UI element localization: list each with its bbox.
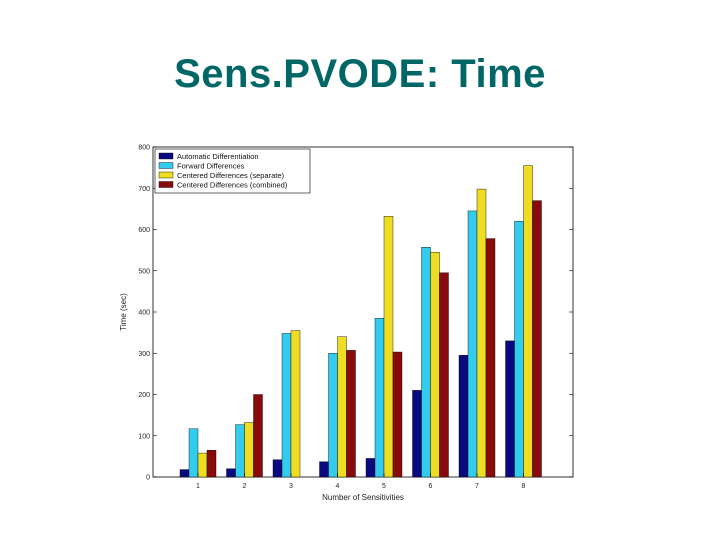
bar-series-1-cat-8 bbox=[505, 340, 515, 478]
bar-series-1-cat-3 bbox=[272, 459, 283, 478]
plot-frame bbox=[152, 146, 574, 478]
legend-label: Automatic Differentiation bbox=[177, 152, 259, 161]
bar-series-4-cat-4 bbox=[346, 350, 356, 478]
ticks-layer: 0 100 200 300 400 500 600 700 800 1 2 3 4 5 6 7 8 bbox=[138, 145, 573, 490]
bar-series-4-cat-7 bbox=[485, 238, 496, 478]
bar-series-4-cat-1 bbox=[206, 449, 217, 478]
bar-chart: 0 100 200 300 400 500 600 700 800 1 2 3 4 5 6 7 8 Number… bbox=[119, 145, 574, 502]
bar-series-2-cat-2 bbox=[235, 424, 245, 478]
bar-series-4-cat-8 bbox=[532, 200, 542, 478]
bar-series-2-cat-8 bbox=[514, 221, 524, 478]
bar-series-1-cat-7 bbox=[458, 355, 469, 478]
bar-series-4-cat-6 bbox=[439, 272, 449, 478]
legend-box bbox=[154, 148, 311, 194]
y-tick-label: 400 bbox=[138, 310, 150, 317]
x-tick-label: 3 bbox=[289, 483, 293, 490]
bar-series-4-cat-5 bbox=[392, 351, 403, 478]
bar-series-2-cat-6 bbox=[421, 247, 431, 478]
x-axis-label: Number of Sensitivities bbox=[322, 493, 404, 502]
x-tick-label: 5 bbox=[382, 483, 386, 490]
bar-series-4-cat-2 bbox=[253, 394, 263, 478]
y-tick-label: 100 bbox=[138, 433, 150, 440]
bar-series-3-cat-1 bbox=[197, 452, 208, 478]
bars-layer bbox=[179, 165, 542, 478]
bar-series-3-cat-3 bbox=[290, 330, 301, 478]
bar-series-2-cat-7 bbox=[467, 210, 478, 478]
y-tick-label: 200 bbox=[138, 392, 150, 399]
legend-label: Centered Differences (combined) bbox=[177, 181, 288, 190]
x-tick-label: 8 bbox=[522, 483, 526, 490]
x-tick-label: 2 bbox=[243, 483, 247, 490]
x-tick-label: 4 bbox=[336, 483, 340, 490]
bar-series-2-cat-3 bbox=[281, 333, 292, 478]
bar-series-3-cat-8 bbox=[523, 165, 533, 478]
y-tick-label: 300 bbox=[138, 351, 150, 358]
y-tick-label: 0 bbox=[146, 475, 150, 482]
legend-label: Forward Differences bbox=[177, 162, 245, 171]
y-tick-label: 700 bbox=[138, 186, 150, 193]
x-tick-label: 7 bbox=[475, 483, 479, 490]
bar-series-3-cat-2 bbox=[244, 422, 254, 478]
y-tick-label: 800 bbox=[138, 145, 150, 152]
x-tick-label: 1 bbox=[196, 483, 200, 490]
bar-series-2-cat-4 bbox=[328, 353, 338, 478]
bar-series-3-cat-7 bbox=[476, 188, 487, 478]
bar-series-1-cat-6 bbox=[412, 390, 422, 478]
bar-series-3-cat-6 bbox=[430, 251, 440, 478]
y-axis-label: Time (sec) bbox=[119, 293, 128, 331]
x-tick-label: 6 bbox=[429, 483, 433, 490]
bar-series-3-cat-5 bbox=[383, 216, 394, 478]
bar-series-1-cat-1 bbox=[179, 469, 190, 478]
legend-label: Centered Differences (separate) bbox=[177, 171, 285, 180]
bar-series-1-cat-5 bbox=[365, 458, 376, 478]
legend-swatch bbox=[158, 171, 174, 179]
bar-series-2-cat-1 bbox=[188, 428, 199, 478]
legend-swatch bbox=[158, 181, 174, 188]
legend-swatch bbox=[158, 162, 174, 169]
bar-series-2-cat-5 bbox=[374, 317, 385, 478]
y-tick-label: 600 bbox=[138, 227, 150, 234]
legend-swatch bbox=[158, 152, 174, 160]
bar-series-1-cat-2 bbox=[226, 468, 236, 478]
bar-series-3-cat-4 bbox=[337, 336, 347, 478]
slide-title: Sens.PVODE: Time bbox=[174, 52, 546, 96]
bar-series-1-cat-4 bbox=[319, 461, 329, 478]
y-tick-label: 500 bbox=[138, 268, 150, 275]
